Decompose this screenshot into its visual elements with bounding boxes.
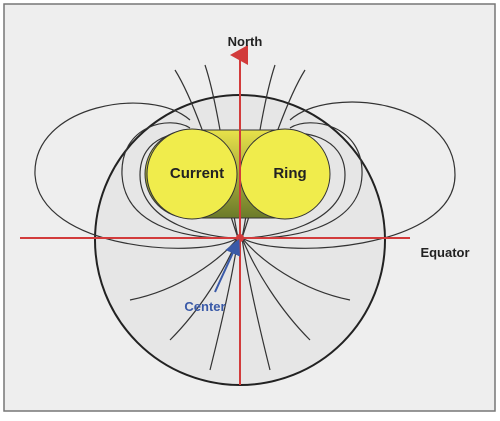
north-label: North (228, 34, 263, 49)
current-label: Current (170, 165, 224, 182)
ring-label: Ring (273, 165, 306, 182)
diagram: North Current Ring Equator Center (0, 0, 500, 416)
center-label: Center (184, 299, 225, 314)
page: North Current Ring Equator Center (() =>… (0, 0, 500, 416)
equator-label: Equator (420, 245, 469, 260)
center-dot (236, 234, 244, 242)
